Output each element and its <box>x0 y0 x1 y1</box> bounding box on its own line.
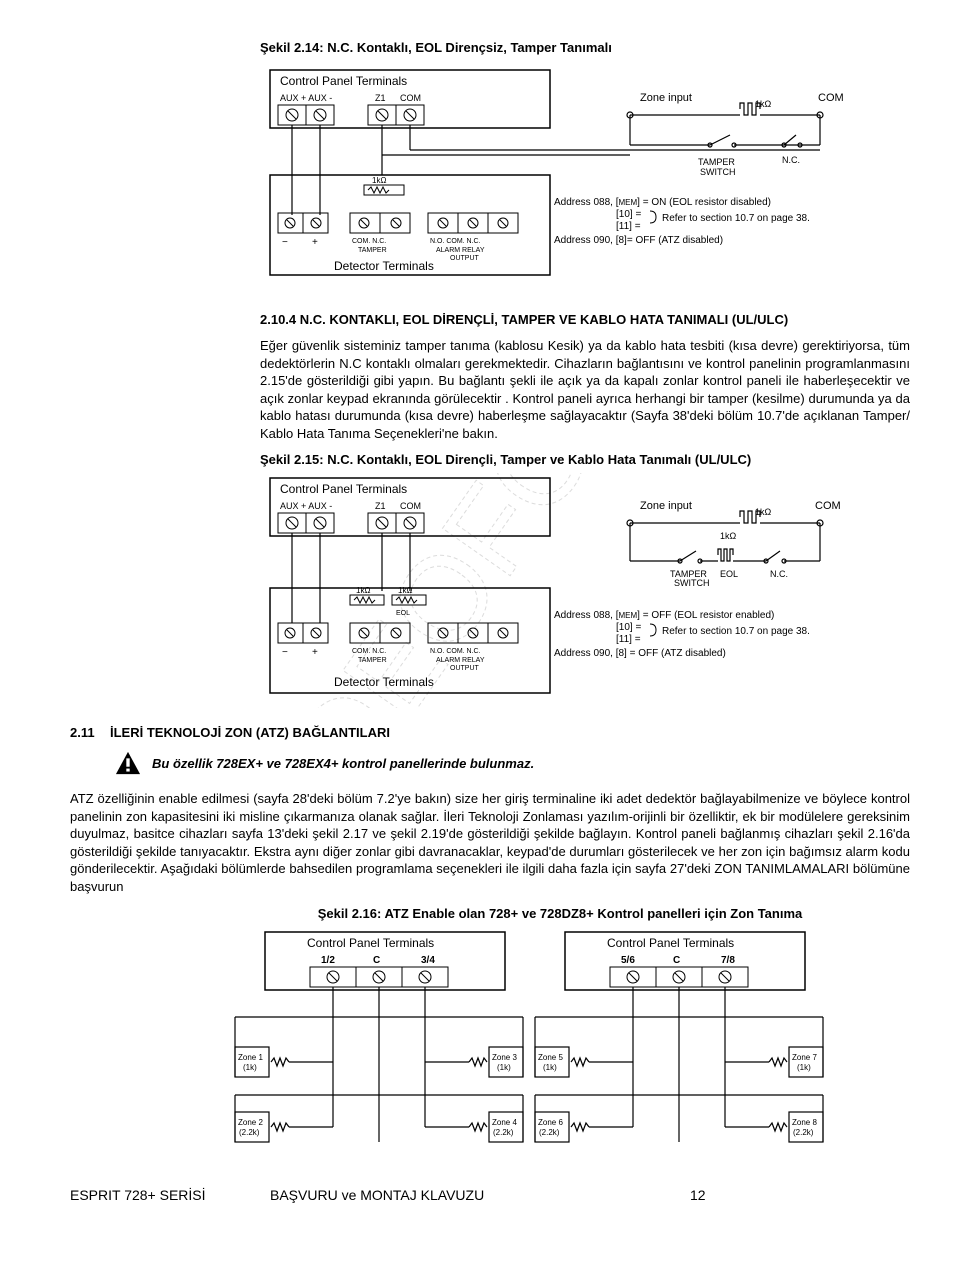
svg-text:COM. N.C.: COM. N.C. <box>352 238 386 245</box>
label: Control Panel Terminals <box>280 74 407 88</box>
footer-mid: BAŞVURU ve MONTAJ KLAVUZU <box>270 1187 690 1203</box>
svg-text:COM: COM <box>818 92 844 104</box>
svg-text:AUX + AUX -: AUX + AUX - <box>280 93 332 103</box>
svg-text:Address 088, [MEM] = OFF (EOL: Address 088, [MEM] = OFF (EOL resistor e… <box>554 610 774 621</box>
svg-text:EOL: EOL <box>720 569 738 579</box>
svg-text:COM: COM <box>400 93 421 103</box>
svg-text:N.C.: N.C. <box>782 155 800 165</box>
warning-text: Bu özellik 728EX+ ve 728EX4+ kontrol pan… <box>152 756 534 771</box>
svg-text:Zone input: Zone input <box>640 92 692 104</box>
svg-text:5/6: 5/6 <box>621 955 635 966</box>
svg-text:3/4: 3/4 <box>421 955 435 966</box>
footer-left: ESPRIT 728+ SERİSİ <box>70 1187 270 1203</box>
heading-211-text: İLERİ TEKNOLOJİ ZON (ATZ) BAĞLANTILARI <box>110 725 390 740</box>
svg-text:(2.2k): (2.2k) <box>539 1128 560 1137</box>
svg-text:Refer to section 10.7 on page: Refer to section 10.7 on page 38. <box>662 213 810 224</box>
fig214-caption: Şekil 2.14: N.C. Kontaklı, EOL Dirençsiz… <box>70 40 910 55</box>
svg-text:(1k): (1k) <box>543 1063 557 1072</box>
svg-text:SWITCH: SWITCH <box>674 578 710 588</box>
svg-text:Zone 3: Zone 3 <box>492 1053 517 1062</box>
svg-text:(2.2k): (2.2k) <box>793 1128 814 1137</box>
svg-text:[11] =: [11] = <box>616 221 641 232</box>
svg-text:Zone 7: Zone 7 <box>792 1053 817 1062</box>
fig214-diagram: Control Panel Terminals AUX + AUX - Z1 C… <box>70 65 910 298</box>
svg-text:Z1: Z1 <box>375 93 386 103</box>
svg-text:Zone 8: Zone 8 <box>792 1118 817 1127</box>
svg-text:1kΩ: 1kΩ <box>356 586 370 595</box>
svg-text:OUTPUT: OUTPUT <box>450 665 480 672</box>
svg-text:1kΩ: 1kΩ <box>720 531 737 541</box>
svg-text:ALARM RELAY: ALARM RELAY <box>436 247 485 254</box>
svg-text:[10] =: [10] = <box>616 622 641 633</box>
fig215-caption: Şekil 2.15: N.C. Kontaklı, EOL Dirençli,… <box>70 452 910 467</box>
svg-text:Zone 6: Zone 6 <box>538 1118 563 1127</box>
svg-text:C: C <box>673 955 680 966</box>
fig216-diagram: Control Panel Terminals 1/2 C 3/4 Contro… <box>70 927 910 1157</box>
svg-text:N.O. COM. N.C.: N.O. COM. N.C. <box>430 648 481 655</box>
svg-text:1kΩ: 1kΩ <box>372 176 386 185</box>
warning-row: Bu özellik 728EX+ ve 728EX4+ kontrol pan… <box>70 750 910 776</box>
svg-text:ALARM RELAY: ALARM RELAY <box>436 657 485 664</box>
para-2104: Eğer güvenlik sisteminiz tamper tanıma (… <box>70 337 910 442</box>
svg-text:N.O. COM. N.C.: N.O. COM. N.C. <box>430 238 481 245</box>
svg-text:COM. N.C.: COM. N.C. <box>352 648 386 655</box>
svg-text:[11] =: [11] = <box>616 634 641 645</box>
svg-text:[10] =: [10] = <box>616 209 641 220</box>
fig215-diagram: VİDEOFON Control Panel Terminals AUX + A… <box>70 473 910 711</box>
svg-text:7/8: 7/8 <box>721 955 735 966</box>
svg-text:−: − <box>282 237 288 248</box>
svg-text:Address 090, [8]= OFF (ATZ dis: Address 090, [8]= OFF (ATZ disabled) <box>554 235 723 246</box>
svg-text:Z1: Z1 <box>375 501 386 511</box>
svg-text:(1k): (1k) <box>797 1063 811 1072</box>
svg-text:C: C <box>373 955 380 966</box>
svg-text:Zone 1: Zone 1 <box>238 1053 263 1062</box>
svg-text:(2.2k): (2.2k) <box>493 1128 514 1137</box>
svg-text:1kΩ: 1kΩ <box>755 507 772 517</box>
svg-text:Zone input: Zone input <box>640 500 692 512</box>
svg-text:Detector Terminals: Detector Terminals <box>334 259 434 273</box>
svg-text:TAMPER: TAMPER <box>358 657 387 664</box>
svg-text:Zone 5: Zone 5 <box>538 1053 563 1062</box>
footer-page-number: 12 <box>690 1187 910 1203</box>
svg-text:N.C.: N.C. <box>770 569 788 579</box>
svg-text:1kΩ: 1kΩ <box>755 99 772 109</box>
svg-text:Refer to section 10.7 on page: Refer to section 10.7 on page 38. <box>662 626 810 637</box>
svg-text:−: − <box>282 647 288 658</box>
svg-text:TAMPER: TAMPER <box>698 157 735 167</box>
svg-text:AUX + AUX -: AUX + AUX - <box>280 501 332 511</box>
svg-text:COM: COM <box>815 500 841 512</box>
svg-text:Zone 4: Zone 4 <box>492 1118 517 1127</box>
svg-text:Control Panel Terminals: Control Panel Terminals <box>307 936 434 950</box>
svg-text:Detector Terminals: Detector Terminals <box>334 675 434 689</box>
svg-text:1/2: 1/2 <box>321 955 335 966</box>
svg-text:Address 090, [8] = OFF (ATZ di: Address 090, [8] = OFF (ATZ disabled) <box>554 648 726 659</box>
svg-text:COM: COM <box>400 501 421 511</box>
svg-text:EOL: EOL <box>396 610 410 617</box>
svg-text:Address 088, [MEM] = ON (EOL r: Address 088, [MEM] = ON (EOL resistor di… <box>554 197 771 208</box>
svg-text:+: + <box>312 647 318 658</box>
heading-2104: 2.10.4 N.C. KONTAKLI, EOL DİRENÇLİ, TAMP… <box>70 312 910 327</box>
svg-text:(2.2k): (2.2k) <box>239 1128 260 1137</box>
svg-text:OUTPUT: OUTPUT <box>450 255 480 262</box>
svg-text:1kΩ: 1kΩ <box>398 586 412 595</box>
atz-paragraph: ATZ özelliğinin enable edilmesi (sayfa 2… <box>70 790 910 895</box>
svg-text:Zone 2: Zone 2 <box>238 1118 263 1127</box>
fig216-caption: Şekil 2.16: ATZ Enable olan 728+ ve 728D… <box>70 906 910 921</box>
svg-text:TAMPER: TAMPER <box>358 247 387 254</box>
page-footer: ESPRIT 728+ SERİSİ BAŞVURU ve MONTAJ KLA… <box>70 1187 910 1203</box>
svg-text:Control Panel Terminals: Control Panel Terminals <box>280 482 407 496</box>
warning-icon <box>114 750 142 776</box>
heading-211: 2.11 İLERİ TEKNOLOJİ ZON (ATZ) BAĞLANTIL… <box>70 725 910 740</box>
svg-text:(1k): (1k) <box>497 1063 511 1072</box>
svg-text:+: + <box>312 237 318 248</box>
svg-text:Control Panel Terminals: Control Panel Terminals <box>607 936 734 950</box>
svg-text:SWITCH: SWITCH <box>700 167 736 177</box>
svg-text:(1k): (1k) <box>243 1063 257 1072</box>
heading-211-num: 2.11 <box>70 725 110 740</box>
